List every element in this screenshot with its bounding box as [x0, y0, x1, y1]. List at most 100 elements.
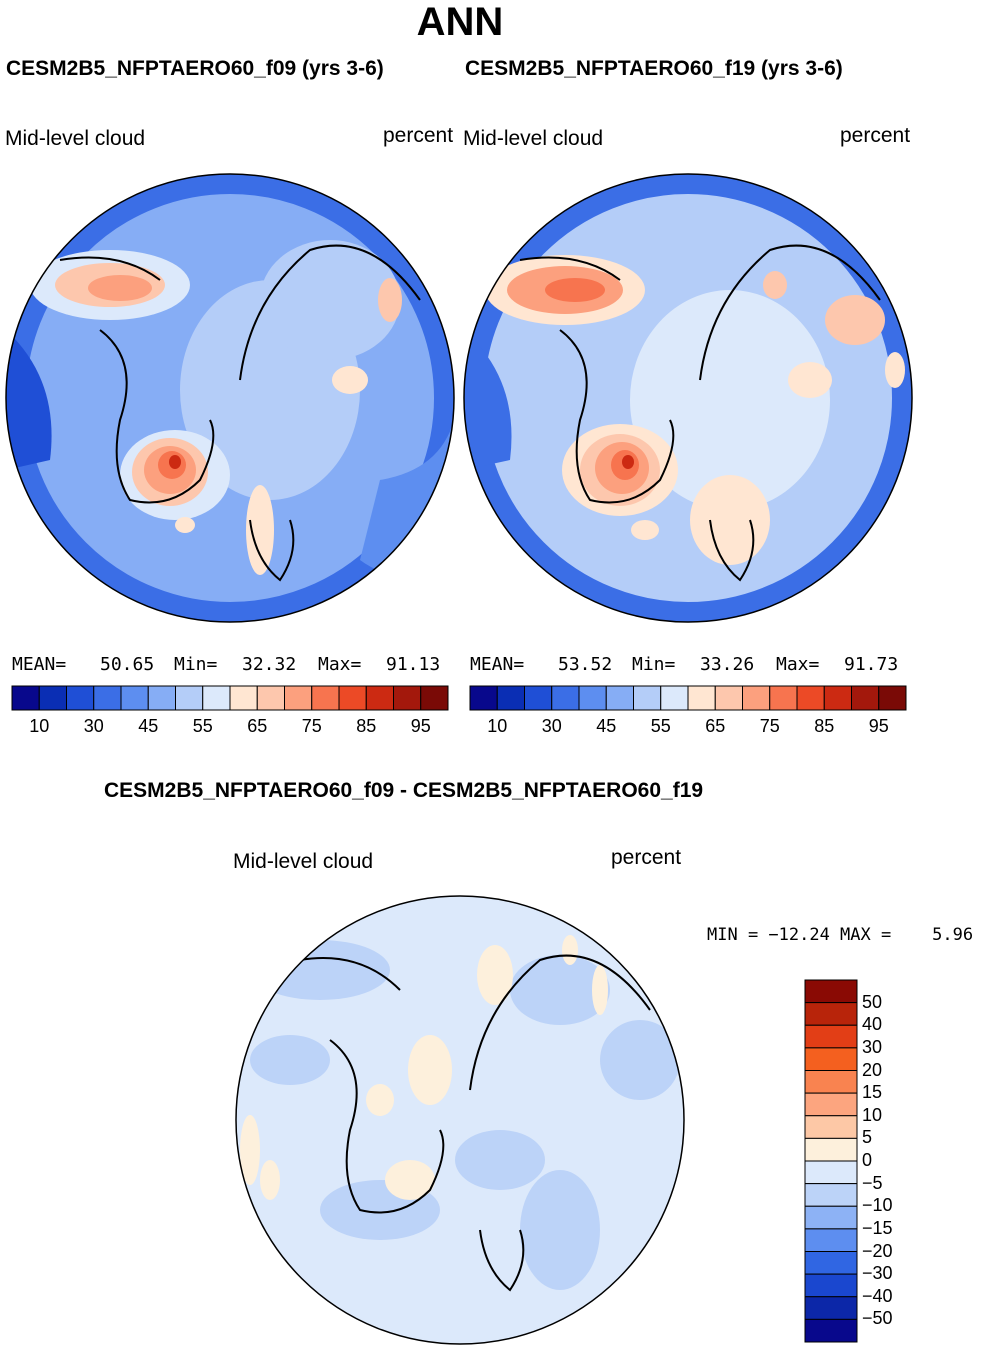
colorbar-diff-tick-label: −40 [862, 1285, 893, 1306]
colorbar-diff-tick-label: 50 [862, 991, 883, 1012]
colorbar-f19-tick-label: 45 [596, 716, 617, 736]
colorbar-diff-swatch-2 [804, 1024, 858, 1049]
left-stat-min-value: 32.32 [242, 654, 297, 675]
colorbar-diff-swatch-6 [804, 1115, 858, 1139]
colorbar-f09-tick-label: 30 [83, 716, 104, 736]
colorbar-f19-swatch-11 [769, 685, 798, 711]
left-stat-mean-value: 50.65 [100, 654, 155, 675]
colorbar-diff-swatch-4 [804, 1070, 858, 1094]
colorbar-f19-swatch-7 [660, 685, 689, 711]
colorbar-f19-tick-label: 55 [650, 716, 671, 736]
colorbar-f09-tick-label: 85 [356, 716, 377, 736]
colorbar-f09-ticks: 10 30 45 55 65 75 85 95 [12, 716, 448, 740]
colorbar-diff-swatch-10 [804, 1205, 858, 1230]
left-stat-mean-label: MEAN= [12, 654, 67, 675]
colorbar-f19-swatch-10 [742, 685, 771, 711]
colorbar-diff-swatch-0 [804, 979, 858, 1004]
colorbar-diff-swatch-11 [804, 1228, 858, 1252]
colorbar-f09-tick-label: 55 [192, 716, 213, 736]
colorbar-f09-tick-label: 75 [301, 716, 322, 736]
colorbar-f09-tick-label: 10 [29, 716, 50, 736]
right-variable-label: Mid-level cloud [463, 127, 604, 150]
left-units-label: percent [383, 124, 454, 147]
right-stat-max-value: 91.73 [844, 654, 899, 675]
colorbar-diff-tick-label: −30 [862, 1263, 893, 1284]
colorbar-diff-tick-label: −10 [862, 1195, 893, 1216]
left-stat-min-label: Min= [174, 654, 218, 675]
diff-units-label: percent [611, 846, 682, 869]
colorbar-f19-swatch-3 [551, 685, 580, 711]
colorbar-f19-tick-label: 10 [487, 716, 508, 736]
colorbar-f19-swatch-6 [633, 685, 662, 711]
colorbar-f19-swatch-14 [851, 685, 880, 711]
colorbar-f09-swatch-1 [38, 685, 67, 711]
colorbar-f19-tick-label: 65 [705, 716, 726, 736]
colorbar-diff [804, 979, 858, 1343]
left-stat-max-value: 91.13 [386, 654, 441, 675]
right-units-label: percent [840, 124, 911, 147]
colorbar-diff-tick-label: 15 [862, 1082, 883, 1103]
right-stat-max-label: Max= [776, 654, 820, 675]
colorbar-diff-tick-label: 5 [862, 1127, 873, 1148]
right-stat-mean-label: MEAN= [470, 654, 525, 675]
colorbar-f09-swatch-8 [229, 685, 258, 711]
colorbar-diff-swatch-5 [804, 1092, 858, 1117]
left-variable-label: Mid-level cloud [5, 127, 146, 150]
right-case-title: CESM2B5_NFPTAERO60_f19 (yrs 3-6) [465, 57, 843, 80]
colorbar-f09-swatch-11 [311, 685, 340, 711]
diff-stats: MIN = −12.24 MAX = 5.96 [707, 925, 974, 945]
colorbar-f09-tick-label: 65 [247, 716, 268, 736]
colorbar-diff-tick-label: −5 [862, 1172, 883, 1193]
colorbar-f09-tick-label: 45 [138, 716, 159, 736]
colorbar-diff-swatch-14 [804, 1296, 858, 1320]
colorbar-f09-swatch-2 [66, 685, 95, 711]
colorbar-f09-swatch-13 [365, 685, 394, 711]
colorbar-diff-swatch-12 [804, 1251, 858, 1275]
colorbar-diff-tick-label: 10 [862, 1104, 883, 1125]
colorbar-f09-swatch-4 [120, 685, 149, 711]
colorbar-f19-swatch-8 [687, 685, 716, 711]
right-stat-mean-value: 53.52 [558, 654, 613, 675]
colorbar-f09-swatch-15 [420, 685, 449, 711]
colorbar-diff-tick-label: −20 [862, 1240, 893, 1261]
colorbar-diff-tick-label: 20 [862, 1059, 883, 1080]
colorbar-diff-swatch-8 [804, 1160, 858, 1185]
colorbar-f19-ticks: 10 30 45 55 65 75 85 95 [470, 716, 906, 740]
right-stat-min-label: Min= [632, 654, 676, 675]
colorbar-diff-tick-label: 40 [862, 1014, 883, 1035]
colorbar-diff-swatch-15 [804, 1318, 858, 1343]
colorbar-f09-tick-label: 95 [410, 716, 431, 736]
colorbar-f09-swatch-3 [93, 685, 122, 711]
colorbar-diff-tick-label: −15 [862, 1217, 893, 1238]
colorbar-diff-swatch-9 [804, 1183, 858, 1207]
colorbar-f09-swatch-7 [202, 685, 231, 711]
left-stat-max-label: Max= [318, 654, 362, 675]
colorbar-f09-swatch-0 [11, 685, 40, 711]
page-title: ANN [416, 0, 504, 44]
colorbar-f19-swatch-1 [496, 685, 525, 711]
colorbar-diff-tick-label: 0 [862, 1150, 873, 1170]
colorbar-f19-swatch-5 [605, 685, 634, 711]
colorbar-f19-tick-label: 75 [759, 716, 780, 736]
colorbar-diff-ticks: 50 40 30 20 15 10 5 0 −5 −10 −15 −20 −30 −40 −50 [862, 980, 922, 1342]
colorbar-f19-tick-label: 85 [814, 716, 835, 736]
colorbar-f19-swatch-12 [796, 685, 825, 711]
colorbar-f19-tick-label: 30 [541, 716, 562, 736]
colorbar-f19-tick-label: 95 [868, 716, 889, 736]
diff-variable-label: Mid-level cloud [233, 850, 374, 873]
colorbar-f09-swatch-9 [256, 685, 285, 711]
colorbar-f09 [11, 685, 449, 711]
colorbar-diff-swatch-1 [804, 1002, 858, 1026]
colorbar-diff-swatch-7 [804, 1137, 858, 1162]
colorbar-diff-tick-label: 30 [862, 1036, 883, 1057]
colorbar-diff-swatch-13 [804, 1273, 858, 1298]
colorbar-diff-tick-label: −50 [862, 1308, 893, 1329]
left-case-title: CESM2B5_NFPTAERO60_f09 (yrs 3-6) [6, 57, 384, 80]
colorbar-diff-swatch-3 [804, 1047, 858, 1071]
right-stat-min-value: 33.26 [700, 654, 755, 675]
colorbar-f19-swatch-15 [878, 685, 907, 711]
diff-title: CESM2B5_NFPTAERO60_f09 - CESM2B5_NFPTAER… [104, 779, 704, 802]
